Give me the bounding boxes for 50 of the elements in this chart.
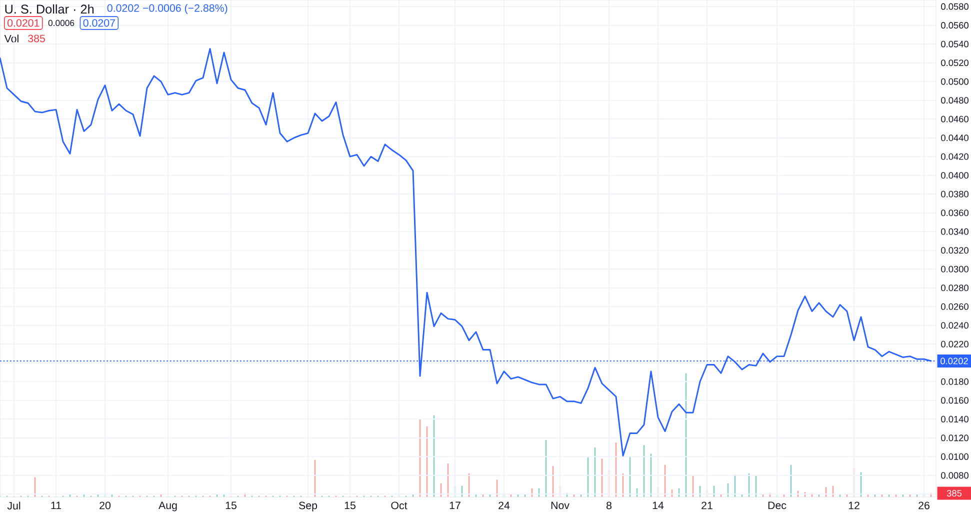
x-tick-label: 8 [606, 502, 612, 510]
x-tick-label: Sep [299, 502, 318, 512]
x-tick-label: Oct [391, 502, 408, 510]
y-tick-label: 0.0100 [941, 453, 968, 460]
x-tick-label: Jul [7, 502, 20, 510]
y-tick-label: 0.0300 [941, 266, 968, 272]
y-tick-label: 0.0400 [941, 172, 968, 179]
y-tick-label: 0.0580 [941, 3, 968, 10]
x-tick-label: Dec [768, 502, 786, 510]
y-tick-label: 0.0520 [941, 60, 968, 66]
y-tick-label: 0.0160 [941, 397, 968, 404]
annotation: 0.0201 [7, 19, 40, 27]
y-tick-label: 0.0120 [941, 434, 968, 442]
x-tick-label: 17 [450, 502, 460, 510]
x-tick-label: 12 [848, 502, 860, 510]
x-tick-label: Nov [551, 502, 570, 510]
x-tick-label: 20 [100, 502, 111, 510]
y-tick-label: 0.0280 [941, 284, 968, 292]
y-tick-label: 0.0240 [941, 322, 968, 329]
x-tick-label: 24 [498, 502, 510, 510]
y-tick-label: 0.0180 [941, 378, 968, 385]
y-tick-label: 0.0320 [941, 247, 968, 254]
x-tick-label: 21 [702, 502, 712, 510]
y-tick-label: 0.0460 [941, 116, 968, 122]
x-tick-label: 15 [226, 502, 236, 510]
annotation: 0.0202 −0.0006 (−2.88%) [107, 4, 228, 14]
x-tick-label: Aug [158, 502, 177, 512]
y-tick-label: 0.0560 [941, 22, 968, 29]
y-tick-label: 0.0080 [941, 472, 968, 479]
x-tick-label: 26 [918, 502, 930, 510]
y-tick-label: 0.0260 [941, 303, 968, 310]
x-tick-label: 11 [51, 502, 62, 510]
y-tick-label: 0.0360 [941, 210, 968, 216]
y-tick-label: 0.0440 [941, 134, 968, 142]
annotation: 0.0006 [48, 20, 74, 26]
x-tick-label: 15 [344, 502, 356, 510]
y-tick-label: 0.0480 [941, 97, 968, 104]
text: 385 [946, 490, 962, 497]
y-tick-label: 0.0140 [941, 416, 968, 422]
chart-title: U. S. Dollar · 2h [5, 4, 94, 14]
annotation: 0.0207 [83, 19, 115, 27]
y-tick-label: 0.0220 [941, 340, 968, 348]
y-tick-label: 0.0500 [941, 78, 968, 85]
y-tick-label: 0.0380 [941, 190, 968, 198]
annotation: 385 [28, 34, 45, 42]
y-tick-label: 0.0340 [941, 228, 968, 235]
ref-line-label: 0.0202 [940, 358, 968, 364]
y-tick-label: 0.0540 [941, 40, 968, 48]
y-tick-label: 0.0420 [941, 153, 968, 160]
x-tick-label: 14 [652, 502, 664, 510]
